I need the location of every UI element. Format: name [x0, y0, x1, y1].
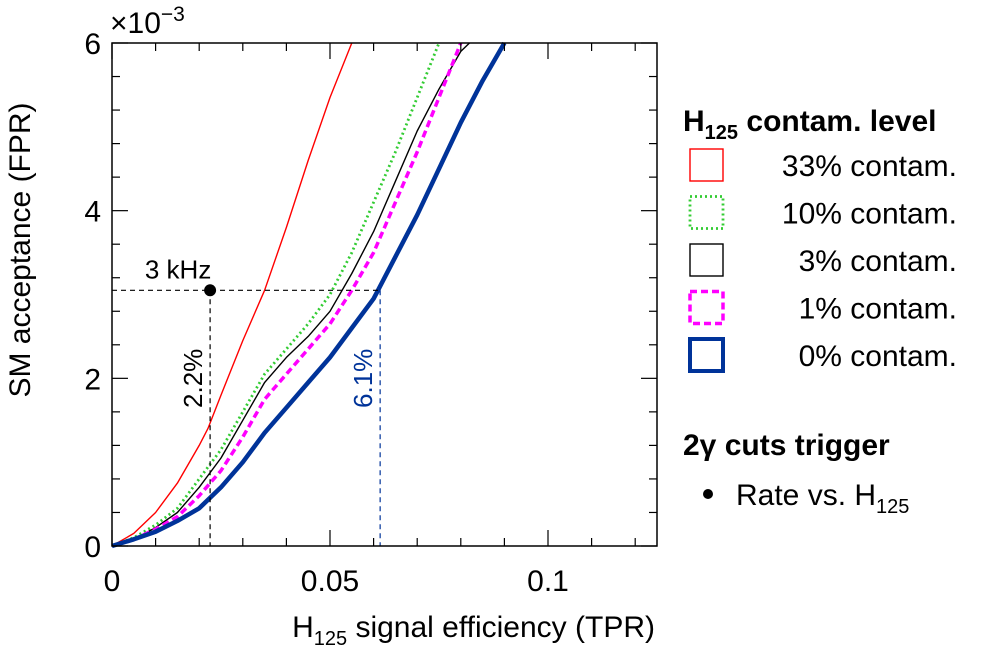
- rate-point-label: 3 kHz: [145, 254, 211, 284]
- legend-label-3-contam: 3% contam.: [799, 245, 957, 278]
- x-axis-label: H125 signal efficiency (TPR): [292, 611, 655, 647]
- y-axis-label: SM acceptance (FPR): [4, 102, 37, 397]
- series-layer: [111, 41, 507, 549]
- trigger-entry-label: Rate vs. H125: [736, 479, 909, 518]
- y-tick-label: 6: [84, 28, 101, 61]
- x-tick-label: 0.1: [527, 565, 569, 598]
- rate-point-marker: [204, 284, 217, 297]
- y-scale-label: ×10−3: [110, 3, 185, 40]
- legend-label-10-contam: 10% contam.: [782, 198, 957, 231]
- legend-entries: 33% contam. 10% contam. 3% contam. 1% conta…: [688, 148, 957, 373]
- legend-swatch-1-contam: [688, 289, 725, 326]
- legend-swatch-33-contam: [689, 148, 724, 182]
- trigger-title: 2γ cuts trigger: [683, 429, 890, 462]
- trigger-marker: [703, 489, 713, 499]
- x-tick-label: 0: [104, 565, 121, 598]
- series-line-3-contam: [111, 42, 470, 547]
- legend-label-1-contam: 1% contam.: [799, 293, 957, 326]
- tick-layer: 0 0.05 0.1 0 2 4 6: [84, 28, 657, 598]
- y-tick-label: 2: [84, 363, 101, 396]
- legend-swatch-0-contam: [688, 337, 725, 373]
- legend-swatch-3-contam: [689, 243, 724, 277]
- y-tick-label: 0: [84, 531, 101, 564]
- legend: H125 contam. level 33% contam. 10% contam…: [683, 105, 957, 518]
- series-line-10-contam: [111, 42, 441, 548]
- legend-label-0-contam: 0% contam.: [799, 340, 957, 373]
- legend-label-33-contam: 33% contam.: [782, 150, 957, 183]
- series-line-1-contam: [111, 42, 463, 548]
- efficiency-marker-label: 6.1%: [348, 349, 378, 408]
- x-tick-label: 0.05: [301, 565, 359, 598]
- efficiency-marker-label: 2.2%: [178, 349, 208, 408]
- series-line-0-contam: [111, 41, 507, 549]
- y-tick-label: 4: [84, 196, 101, 229]
- series-line-33-contam: [111, 42, 353, 547]
- legend-title: H125 contam. level: [683, 105, 936, 144]
- legend-swatch-10-contam: [688, 195, 725, 230]
- annotation-layer: 2.2% 6.1% 3 kHz: [112, 254, 381, 546]
- plot-frame: [111, 42, 658, 547]
